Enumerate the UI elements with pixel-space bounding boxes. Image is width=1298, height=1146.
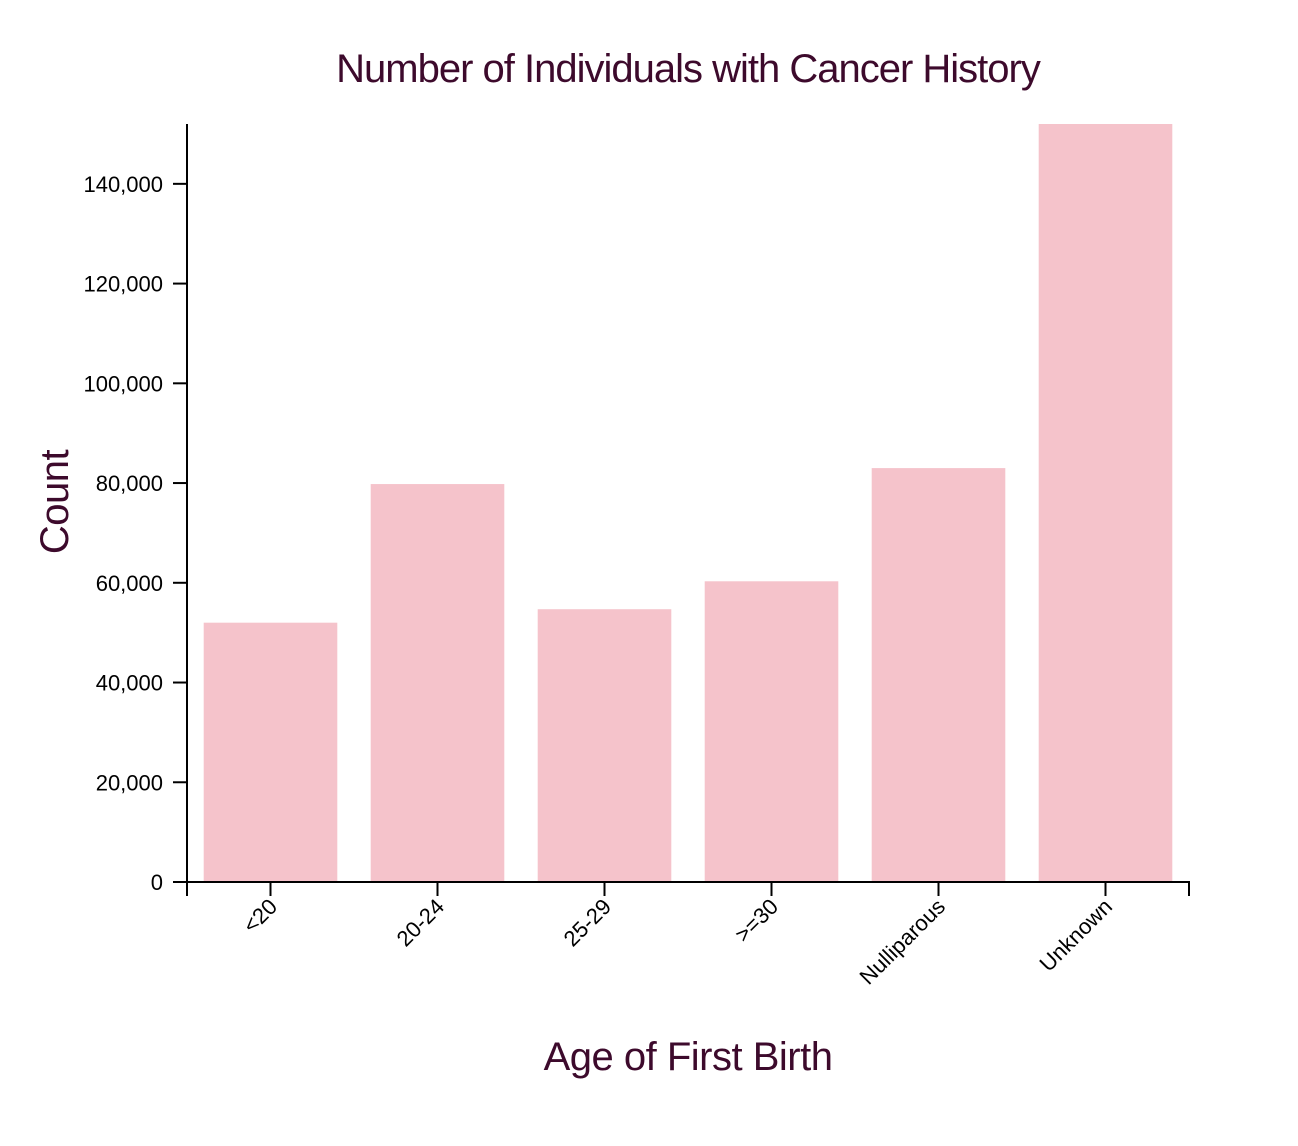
bar-3 — [704, 581, 839, 882]
x-tick-label-1: 20-24 — [392, 894, 449, 951]
x-tick-label-5: Unknown — [1035, 894, 1118, 977]
bar-1 — [370, 484, 505, 882]
bar-0 — [203, 622, 338, 882]
bar-2 — [537, 609, 672, 882]
x-tick-label-0: <20 — [238, 894, 282, 938]
x-axis: <20 20-24 25-29 >=30 Nulliparous Unknown — [186, 881, 1190, 990]
y-tick-label-0: 0 — [151, 870, 163, 895]
y-axis-label: Count — [33, 450, 77, 555]
x-tick-label-3: >=30 — [730, 894, 783, 947]
y-tick-label-7: 140,000 — [83, 172, 163, 197]
y-tick-label-2: 40,000 — [96, 671, 163, 696]
y-axis: 0 20,000 40,000 60,000 80,000 100,000 120,000 1… — [83, 124, 188, 895]
y-tick-label-6: 120,000 — [83, 272, 163, 297]
y-tick-label-3: 60,000 — [96, 571, 163, 596]
bars-group — [203, 124, 1173, 882]
y-tick-label-5: 100,000 — [83, 371, 163, 396]
bar-5 — [1038, 124, 1173, 882]
bar-4 — [871, 468, 1006, 882]
y-tick-label-1: 20,000 — [96, 770, 163, 795]
chart-title: Number of Individuals with Cancer Histor… — [336, 47, 1041, 91]
x-tick-label-2: 25-29 — [559, 894, 616, 951]
x-axis-line — [186, 881, 1190, 896]
x-axis-label: Age of First Birth — [544, 1035, 833, 1079]
x-tick-label-4: Nulliparous — [855, 894, 951, 990]
y-tick-label-4: 80,000 — [96, 471, 163, 496]
